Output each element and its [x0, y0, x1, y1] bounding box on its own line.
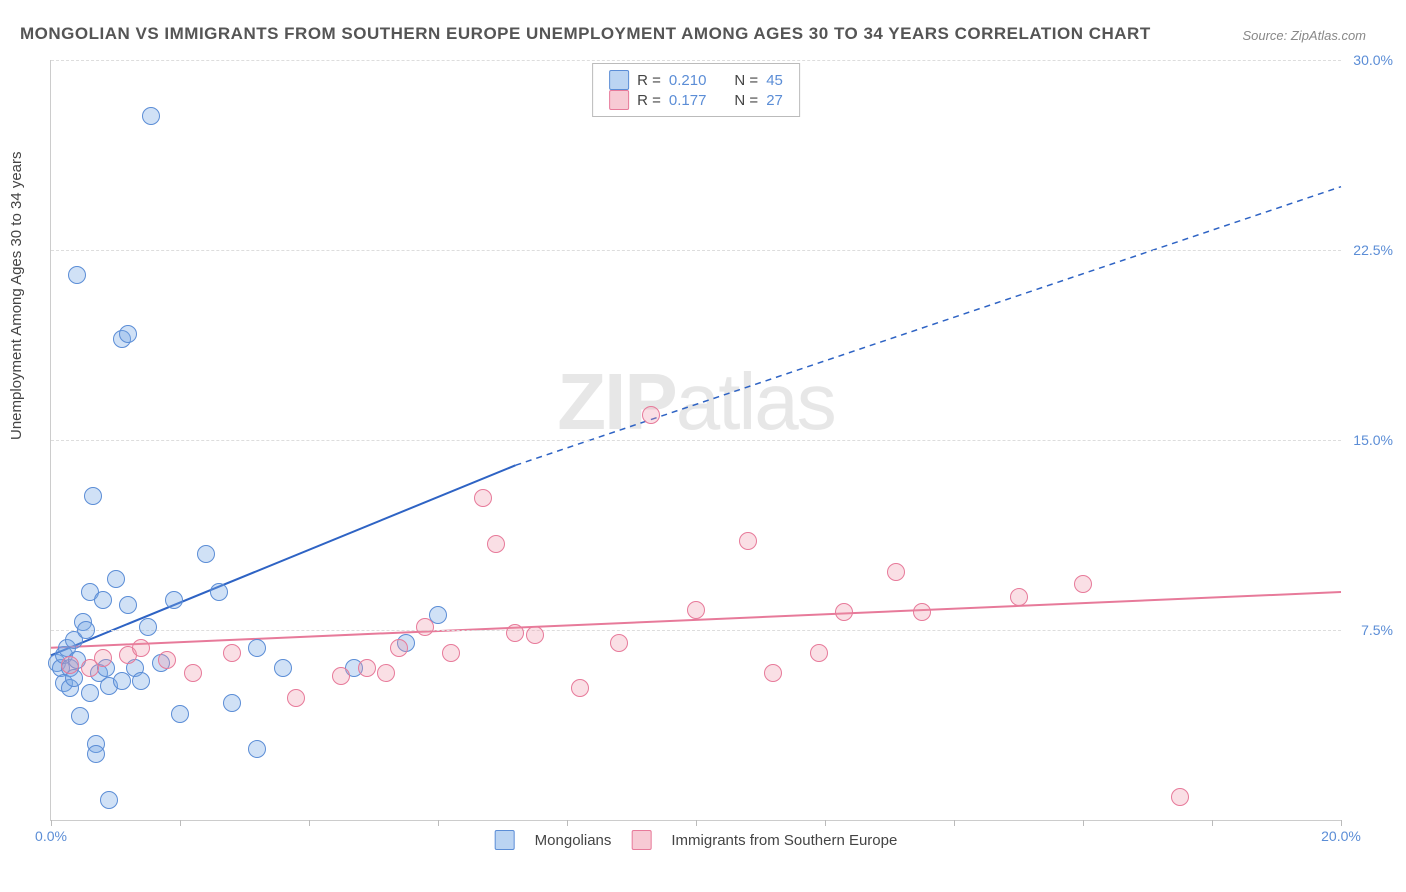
- xtick: [1083, 820, 1084, 826]
- scatter-point: [223, 644, 241, 662]
- swatch-pink-icon: [631, 830, 651, 850]
- scatter-point: [61, 656, 79, 674]
- scatter-point: [184, 664, 202, 682]
- grid-line: [51, 60, 1341, 61]
- scatter-point: [100, 791, 118, 809]
- n-label: N =: [734, 92, 758, 109]
- scatter-point: [139, 618, 157, 636]
- scatter-point: [687, 601, 705, 619]
- r-value-pink: 0.177: [669, 92, 707, 109]
- scatter-point: [764, 664, 782, 682]
- scatter-point: [87, 745, 105, 763]
- xtick-label: 0.0%: [35, 828, 67, 844]
- n-label: N =: [734, 72, 758, 89]
- n-value-blue: 45: [766, 72, 783, 89]
- legend-series: Mongolians Immigrants from Southern Euro…: [495, 830, 898, 850]
- scatter-point: [223, 694, 241, 712]
- xtick: [51, 820, 52, 826]
- swatch-pink-icon: [609, 90, 629, 110]
- scatter-point: [248, 639, 266, 657]
- xtick: [180, 820, 181, 826]
- scatter-point: [571, 679, 589, 697]
- scatter-point: [94, 591, 112, 609]
- scatter-point: [913, 603, 931, 621]
- scatter-point: [487, 535, 505, 553]
- scatter-point: [165, 591, 183, 609]
- scatter-point: [119, 325, 137, 343]
- scatter-point: [210, 583, 228, 601]
- scatter-point: [835, 603, 853, 621]
- scatter-point: [158, 651, 176, 669]
- scatter-point: [442, 644, 460, 662]
- legend-stats-row-pink: R = 0.177 N = 27: [609, 90, 783, 110]
- xtick: [309, 820, 310, 826]
- scatter-point: [142, 107, 160, 125]
- swatch-blue-icon: [609, 70, 629, 90]
- scatter-point: [610, 634, 628, 652]
- legend-stats-row-blue: R = 0.210 N = 45: [609, 70, 783, 90]
- scatter-point: [887, 563, 905, 581]
- ytick-label: 30.0%: [1353, 52, 1393, 68]
- scatter-point: [358, 659, 376, 677]
- scatter-point: [287, 689, 305, 707]
- scatter-point: [107, 570, 125, 588]
- ytick-label: 15.0%: [1353, 432, 1393, 448]
- scatter-point: [474, 489, 492, 507]
- xtick: [696, 820, 697, 826]
- plot-area: ZIPatlas R = 0.210 N = 45 R = 0.177 N = …: [50, 60, 1341, 821]
- scatter-point: [274, 659, 292, 677]
- scatter-point: [332, 667, 350, 685]
- r-label: R =: [637, 92, 661, 109]
- xtick: [567, 820, 568, 826]
- ytick-label: 7.5%: [1361, 622, 1393, 638]
- scatter-point: [84, 487, 102, 505]
- xtick: [1212, 820, 1213, 826]
- grid-line: [51, 250, 1341, 251]
- scatter-point: [68, 266, 86, 284]
- xtick: [825, 820, 826, 826]
- legend-label-blue: Mongolians: [535, 832, 612, 849]
- scatter-point: [1074, 575, 1092, 593]
- scatter-point: [416, 618, 434, 636]
- chart-title: MONGOLIAN VS IMMIGRANTS FROM SOUTHERN EU…: [20, 24, 1151, 44]
- scatter-point: [1171, 788, 1189, 806]
- scatter-point: [506, 624, 524, 642]
- legend-label-pink: Immigrants from Southern Europe: [671, 832, 897, 849]
- scatter-point: [81, 684, 99, 702]
- scatter-point: [132, 639, 150, 657]
- scatter-point: [94, 649, 112, 667]
- y-axis-label: Unemployment Among Ages 30 to 34 years: [8, 151, 25, 440]
- scatter-point: [1010, 588, 1028, 606]
- xtick: [954, 820, 955, 826]
- xtick-label: 20.0%: [1321, 828, 1361, 844]
- source-label: Source: ZipAtlas.com: [1242, 28, 1366, 43]
- scatter-point: [377, 664, 395, 682]
- xtick: [438, 820, 439, 826]
- scatter-point: [739, 532, 757, 550]
- n-value-pink: 27: [766, 92, 783, 109]
- scatter-point: [119, 596, 137, 614]
- scatter-point: [132, 672, 150, 690]
- ytick-label: 22.5%: [1353, 242, 1393, 258]
- grid-line: [51, 630, 1341, 631]
- r-label: R =: [637, 72, 661, 89]
- scatter-point: [810, 644, 828, 662]
- scatter-point: [642, 406, 660, 424]
- xtick: [1341, 820, 1342, 826]
- scatter-point: [197, 545, 215, 563]
- scatter-point: [171, 705, 189, 723]
- r-value-blue: 0.210: [669, 72, 707, 89]
- scatter-point: [71, 707, 89, 725]
- legend-stats: R = 0.210 N = 45 R = 0.177 N = 27: [592, 63, 800, 117]
- grid-line: [51, 440, 1341, 441]
- scatter-point: [526, 626, 544, 644]
- scatter-point: [248, 740, 266, 758]
- swatch-blue-icon: [495, 830, 515, 850]
- scatter-point: [390, 639, 408, 657]
- scatter-point: [77, 621, 95, 639]
